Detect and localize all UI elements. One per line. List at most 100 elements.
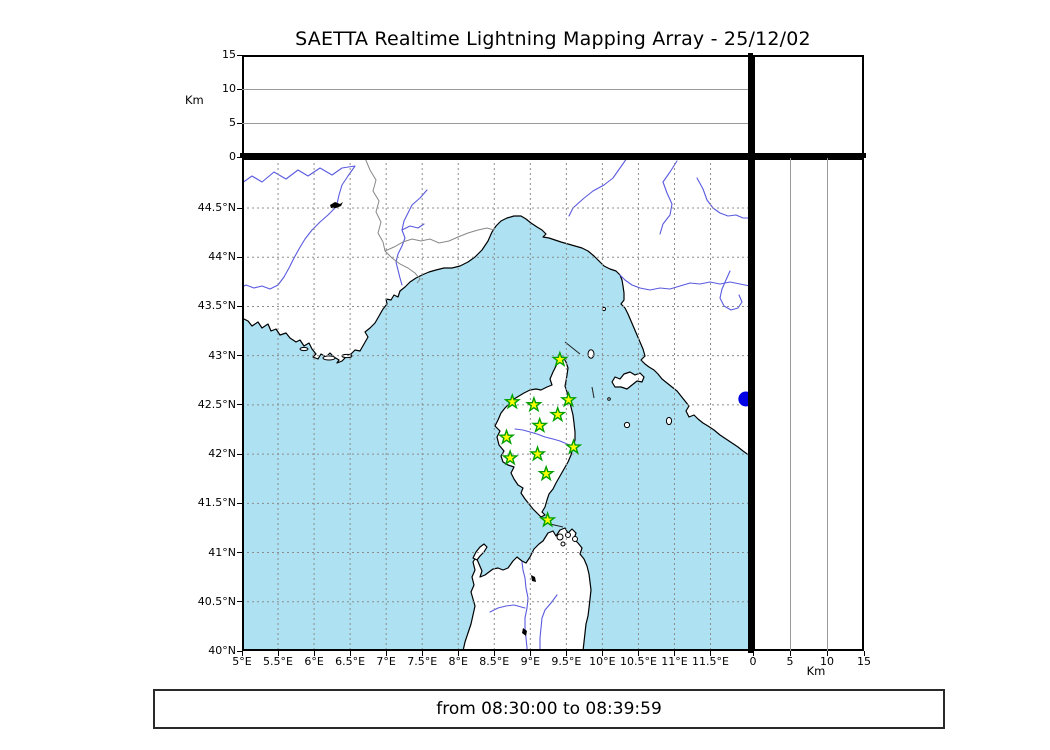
lat-tick-mark	[237, 601, 242, 603]
stations-layer	[497, 350, 583, 528]
lat-tick-label: 43°N	[208, 348, 236, 362]
altitude-tick-mark-top	[237, 156, 242, 158]
altitude-tick-label-right: 10	[820, 655, 834, 668]
graticule-grid	[242, 158, 750, 651]
altitude-tick-mark-right	[826, 651, 828, 656]
altitude-axis-unit-top: Km	[185, 93, 204, 107]
altitude-tick-mark-top	[237, 88, 242, 90]
lat-tick-label: 40.5°N	[197, 594, 236, 608]
line-marks	[549, 341, 595, 528]
altitude-gridline-top	[242, 123, 750, 124]
lat-tick-mark	[237, 502, 242, 504]
lat-tick-mark	[237, 404, 242, 406]
altitude-gridline-right	[790, 158, 791, 651]
station-marker	[537, 464, 555, 482]
lon-tick-label: 11°E	[661, 655, 688, 668]
station-marker	[530, 416, 549, 433]
hyeres-islet	[299, 346, 309, 352]
lon-tick-label: 7°E	[376, 655, 396, 668]
lon-tick-label: 10.5°E	[619, 655, 657, 668]
lat-tick-label: 41°N	[208, 545, 236, 559]
maddalena-islet	[556, 533, 564, 541]
station-marker	[525, 395, 543, 413]
altitude-tick-label-top: 5	[229, 116, 236, 129]
altitude-tick-label-right: 5	[786, 655, 794, 668]
lat-tick-mark	[237, 650, 242, 652]
lon-tick-mark	[241, 651, 243, 656]
lon-tick-label: 8.5°E	[479, 655, 510, 668]
lon-tick-mark	[565, 651, 567, 656]
altitude-tick-label-right: 15	[857, 655, 871, 668]
altitude-tick-label-top: 10	[222, 82, 236, 95]
lat-tick-label: 43.5°N	[197, 299, 236, 313]
lon-tick-label: 8°E	[448, 655, 468, 668]
sardinia-island	[462, 527, 592, 651]
lake	[330, 202, 343, 208]
lon-tick-mark	[673, 651, 675, 656]
altitude-longitude-panel	[242, 55, 750, 157]
lon-tick-label: 5.5°E	[263, 655, 293, 668]
time-range-text: from 08:30:00 to 08:39:59	[436, 699, 662, 719]
lon-tick-label: 5°E	[232, 655, 252, 668]
lat-tick-mark	[237, 552, 242, 554]
panel-separator-vertical	[748, 53, 753, 653]
lon-tick-mark	[457, 651, 459, 656]
altitude-tick-label-right: 0	[749, 655, 757, 668]
corsica-island	[494, 356, 576, 518]
lon-tick-label: 11.5°E	[692, 655, 729, 668]
lakes	[330, 202, 536, 636]
altitude-tick-mark-right	[789, 651, 791, 656]
lon-tick-mark	[277, 651, 279, 656]
lake	[522, 628, 527, 636]
maddalena-islet	[572, 536, 578, 542]
station-marker	[551, 350, 569, 368]
lat-tick-mark	[237, 453, 242, 455]
lat-tick-label: 40°N	[208, 644, 236, 657]
lat-tick-label: 42.5°N	[197, 397, 236, 411]
lon-tick-label: 9.5°E	[551, 655, 582, 668]
station-marker	[559, 390, 578, 408]
altitude-latitude-panel	[753, 158, 864, 651]
lat-tick-label: 44°N	[208, 250, 236, 264]
pianosa-islet	[623, 421, 631, 429]
station-marker	[564, 438, 583, 455]
lon-tick-label: 6.5°E	[335, 655, 366, 668]
altitude-tick-mark-right	[752, 651, 754, 656]
lat-tick-mark	[237, 207, 242, 209]
time-range-box: from 08:30:00 to 08:39:59	[153, 689, 945, 729]
lat-tick-mark	[237, 256, 242, 258]
station-marker	[538, 510, 557, 528]
altitude-gridline-right	[827, 158, 828, 651]
islet	[607, 397, 611, 401]
lon-tick-mark	[313, 651, 315, 656]
asinara-island	[472, 543, 488, 561]
capraia-islet	[587, 349, 595, 359]
altitude-tick-mark-top	[237, 54, 242, 56]
lat-tick-label: 41.5°N	[197, 496, 236, 510]
small-islands	[299, 306, 673, 547]
station-marker	[528, 444, 547, 462]
altitude-axis-unit-right: Km	[806, 664, 826, 678]
station-marker	[497, 428, 516, 445]
lightning-event-dot	[738, 391, 750, 407]
panel-separator-horizontal	[240, 153, 866, 158]
lat-tick-label: 42°N	[208, 447, 236, 461]
station-marker	[549, 405, 567, 423]
lon-tick-label: 6°E	[304, 655, 324, 668]
admin-borders	[364, 158, 495, 284]
page-title: SAETTA Realtime Lightning Mapping Array …	[295, 28, 811, 50]
station-marker	[501, 448, 519, 466]
lon-tick-mark	[529, 651, 531, 656]
altitude-tick-label-top: 0	[229, 150, 236, 163]
altitude-tick-mark-right	[863, 651, 865, 656]
map-panel	[242, 158, 750, 651]
events-layer	[738, 391, 750, 407]
maddalena-islet	[560, 541, 566, 547]
lat-tick-mark	[237, 355, 242, 357]
lon-tick-label: 10°E	[589, 655, 616, 668]
lat-tick-label: 44.5°N	[197, 201, 236, 215]
lon-tick-mark	[385, 651, 387, 656]
altitude-tick-mark-top	[237, 122, 242, 124]
lon-tick-label: 7.5°E	[407, 655, 438, 668]
corner-panel	[753, 55, 864, 157]
